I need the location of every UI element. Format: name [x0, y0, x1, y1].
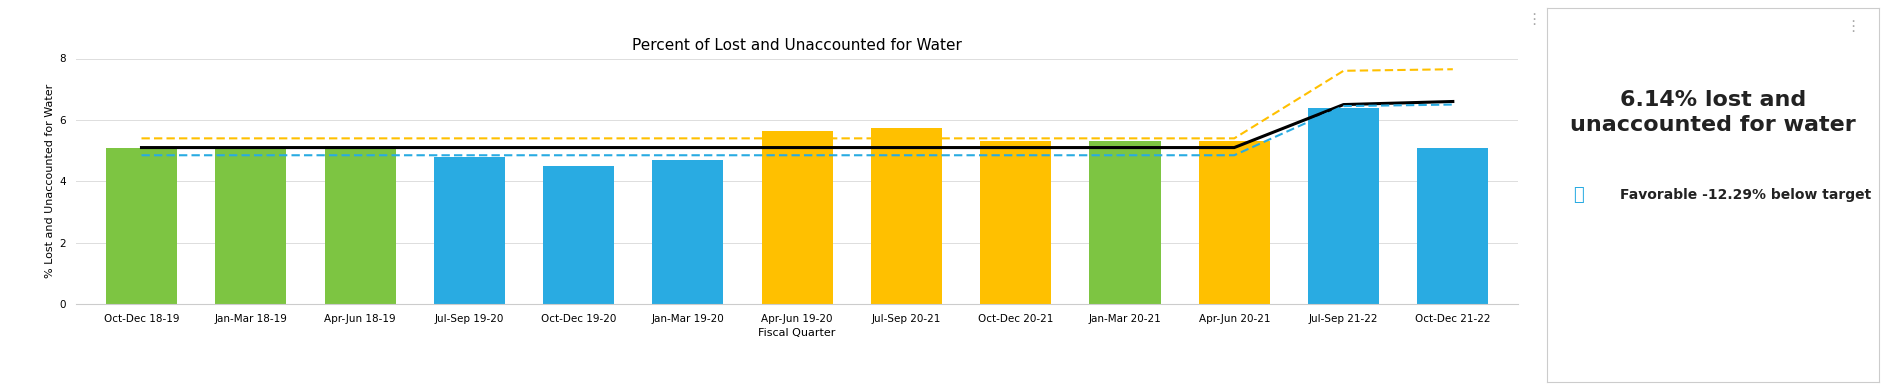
Bar — [543, 166, 615, 304]
Bar — [653, 160, 723, 304]
Bar — [1089, 142, 1160, 304]
Bar — [214, 147, 287, 304]
Text: Favorable -12.29% below target: Favorable -12.29% below target — [1619, 188, 1871, 202]
Bar — [1418, 147, 1488, 304]
Bar — [325, 146, 395, 304]
X-axis label: Fiscal Quarter: Fiscal Quarter — [759, 328, 835, 338]
Text: 6.14% lost and
unaccounted for water: 6.14% lost and unaccounted for water — [1570, 90, 1856, 135]
Text: ⋮: ⋮ — [1526, 12, 1541, 27]
Bar — [871, 128, 941, 304]
Text: ⋮: ⋮ — [1845, 19, 1860, 34]
Bar — [761, 131, 833, 304]
Bar — [979, 142, 1051, 304]
Bar — [435, 157, 505, 304]
Title: Percent of Lost and Unaccounted for Water: Percent of Lost and Unaccounted for Wate… — [632, 38, 962, 53]
Y-axis label: % Lost and Unaccounted for Water: % Lost and Unaccounted for Water — [46, 84, 55, 278]
Bar — [1200, 142, 1270, 304]
Bar — [106, 147, 177, 304]
Text: 👍: 👍 — [1573, 186, 1585, 204]
Bar — [1308, 108, 1380, 304]
